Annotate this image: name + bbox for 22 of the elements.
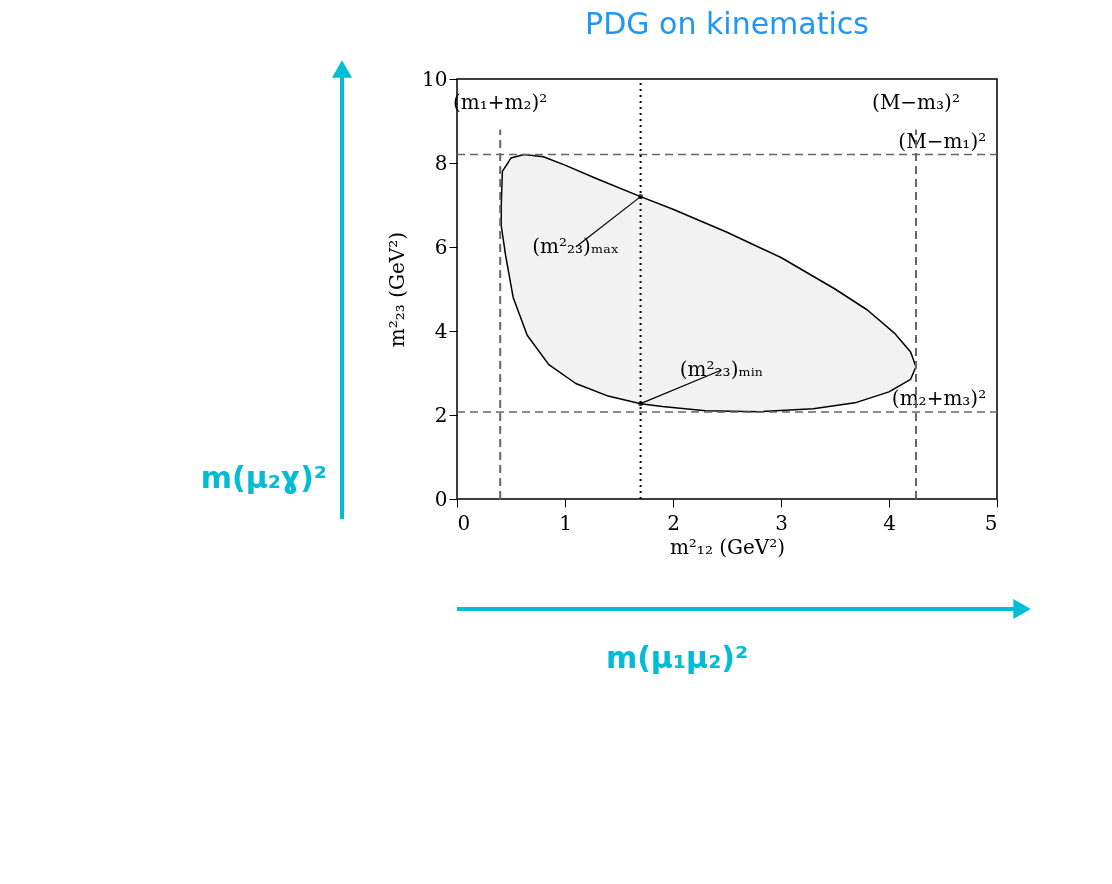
- y-tick-label: 2: [434, 402, 448, 427]
- x-tick-label: 4: [883, 510, 896, 535]
- y-tick-label: 4: [434, 318, 448, 343]
- y-tick-label: 10: [422, 66, 448, 91]
- annotation: (m²₂₃)ₘₐₓ: [532, 234, 620, 258]
- y-tick-label: 6: [434, 234, 448, 259]
- y-tick-label: 0: [434, 486, 448, 511]
- ref-line-label: (M−m₁)²: [898, 128, 987, 153]
- ref-line-label: (M−m₃)²: [872, 89, 960, 114]
- y-axis-title: m²₂₃ (GeV²): [385, 231, 410, 348]
- x-tick-label: 3: [775, 510, 788, 535]
- text: m(μ₂ɣ)²: [200, 460, 327, 495]
- x-tick-label: 5: [984, 510, 998, 535]
- chart-title: PDG on kinematics: [585, 6, 869, 42]
- ref-line-label: (m₂+m₃)²: [891, 386, 987, 411]
- y-tick-label: 8: [434, 150, 448, 175]
- x-tick-label: 2: [667, 510, 680, 535]
- x-axis-title: m²₁₂ (GeV²): [669, 534, 786, 559]
- x-tick-label: 0: [457, 510, 471, 535]
- text: m(μ₁μ₂)²: [605, 640, 749, 675]
- annotation: (m²₂₃)ₘᵢₙ: [679, 357, 764, 382]
- x-tick-label: 1: [559, 510, 572, 535]
